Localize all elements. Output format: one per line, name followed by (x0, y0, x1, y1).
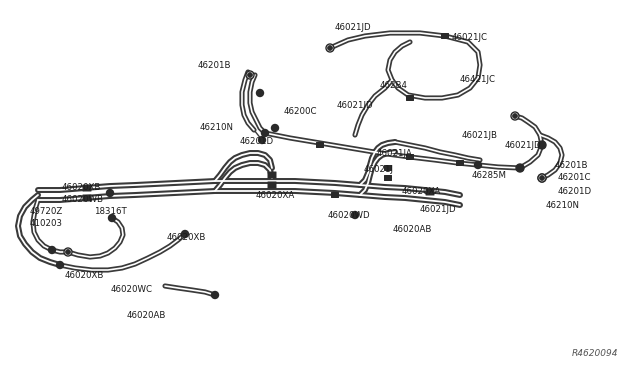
Text: 46020AB: 46020AB (127, 311, 166, 321)
Text: 46021JC: 46021JC (452, 33, 488, 42)
Text: 46020XA: 46020XA (402, 187, 441, 196)
Circle shape (326, 44, 334, 52)
FancyBboxPatch shape (316, 142, 324, 148)
Text: 46200C: 46200C (284, 108, 317, 116)
Circle shape (109, 215, 115, 221)
Text: 46210N: 46210N (200, 124, 234, 132)
Circle shape (262, 129, 269, 137)
Text: 46201B: 46201B (198, 61, 232, 70)
Circle shape (474, 161, 481, 169)
FancyBboxPatch shape (268, 171, 276, 179)
Circle shape (513, 113, 518, 119)
FancyBboxPatch shape (456, 160, 464, 166)
Circle shape (351, 212, 358, 218)
Text: 46021JD: 46021JD (505, 141, 541, 150)
Text: 46021J: 46021J (364, 166, 394, 174)
FancyBboxPatch shape (384, 175, 392, 181)
Text: 46021JD: 46021JD (335, 23, 372, 32)
Text: 46201D: 46201D (240, 138, 274, 147)
Text: R4620094: R4620094 (572, 349, 618, 358)
Text: 46421JC: 46421JC (460, 76, 496, 84)
Text: 46020WD: 46020WD (328, 211, 371, 219)
FancyBboxPatch shape (441, 33, 449, 39)
Circle shape (257, 90, 264, 96)
Circle shape (64, 248, 72, 256)
Text: 46021JB: 46021JB (462, 131, 498, 140)
Text: 49720Z: 49720Z (30, 208, 63, 217)
Text: 46201C: 46201C (558, 173, 591, 183)
Circle shape (49, 247, 56, 253)
Text: 18316T: 18316T (94, 208, 127, 217)
Text: 46020WC: 46020WC (111, 285, 153, 295)
Circle shape (211, 292, 218, 298)
Text: 46020XB: 46020XB (65, 272, 104, 280)
Text: 46020XB: 46020XB (62, 183, 101, 192)
Text: 46020WB: 46020WB (62, 196, 104, 205)
Circle shape (271, 125, 278, 131)
Text: 46020AB: 46020AB (393, 225, 433, 234)
Circle shape (106, 189, 113, 196)
Circle shape (65, 250, 70, 254)
Text: 46021JD: 46021JD (420, 205, 456, 215)
Text: 46201D: 46201D (558, 186, 592, 196)
FancyBboxPatch shape (384, 165, 392, 171)
Circle shape (56, 262, 63, 269)
Circle shape (538, 174, 546, 182)
FancyBboxPatch shape (268, 182, 276, 189)
Circle shape (246, 71, 254, 79)
FancyBboxPatch shape (406, 154, 414, 160)
FancyBboxPatch shape (331, 192, 339, 198)
Text: 410203: 410203 (30, 219, 63, 228)
Circle shape (259, 137, 266, 144)
Circle shape (182, 231, 189, 237)
Circle shape (511, 112, 519, 120)
Text: 46285M: 46285M (472, 170, 507, 180)
Circle shape (540, 176, 545, 180)
Circle shape (516, 164, 524, 172)
Text: 46201B: 46201B (555, 160, 589, 170)
Text: 46210N: 46210N (546, 202, 580, 211)
Circle shape (538, 174, 546, 182)
FancyBboxPatch shape (426, 189, 435, 196)
Circle shape (248, 73, 253, 77)
FancyBboxPatch shape (83, 185, 92, 192)
FancyBboxPatch shape (406, 95, 414, 101)
FancyBboxPatch shape (83, 195, 92, 202)
Text: 46020XB: 46020XB (167, 234, 206, 243)
Text: 462B4: 462B4 (380, 81, 408, 90)
Text: 46021JD: 46021JD (337, 100, 374, 109)
Text: 46020XA: 46020XA (256, 190, 295, 199)
Circle shape (328, 45, 333, 51)
Text: 46021JA: 46021JA (377, 148, 413, 157)
Circle shape (538, 141, 546, 149)
